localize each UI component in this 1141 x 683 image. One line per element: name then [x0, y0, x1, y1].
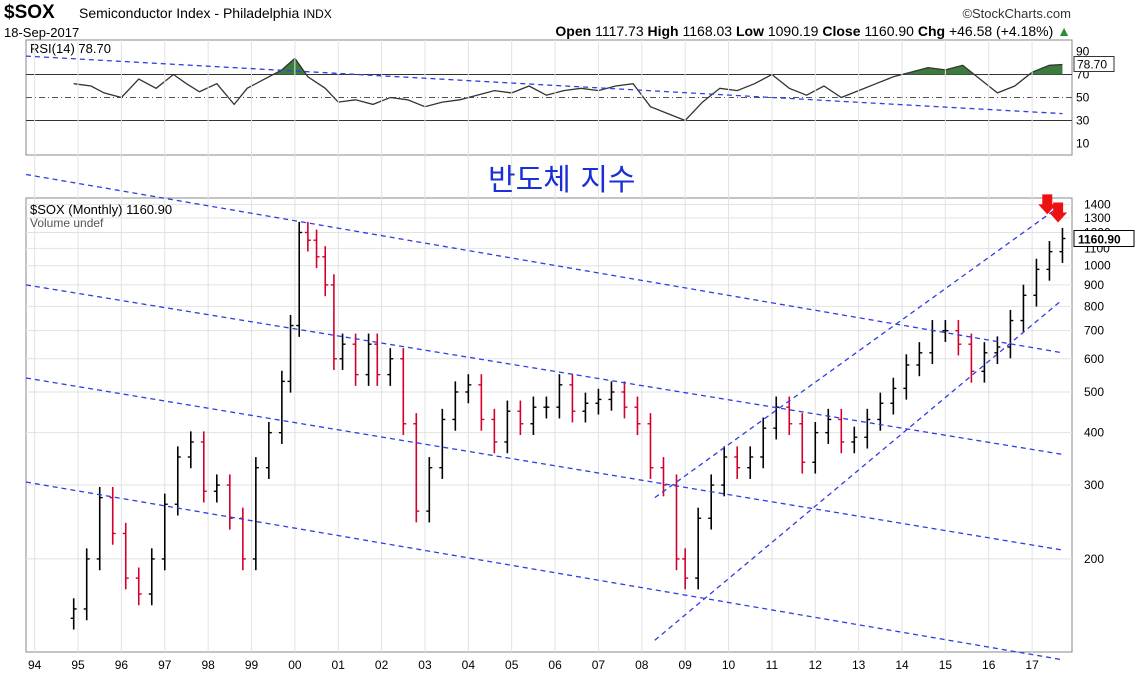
x-tick-label: 99	[245, 658, 259, 672]
y-tick-label: 700	[1084, 324, 1104, 338]
x-tick-label: 08	[635, 658, 649, 672]
rsi-last-value-label: 78.70	[1077, 57, 1107, 71]
y-tick-label: 200	[1084, 552, 1104, 566]
x-tick-label: 04	[462, 658, 476, 672]
y-tick-label: 800	[1084, 299, 1104, 313]
x-tick-label: 95	[71, 658, 85, 672]
x-tick-label: 96	[115, 658, 129, 672]
date-label: 18-Sep-2017	[4, 25, 80, 40]
x-tick-label: 97	[158, 658, 172, 672]
close-label: Close	[822, 23, 861, 39]
trend-line	[25, 284, 1063, 456]
open-value: 1117.73	[595, 23, 644, 39]
x-tick-label: 16	[982, 658, 996, 672]
ohlc-summary: Open 1117.73 High 1168.03 Low 1090.19 Cl…	[555, 24, 1071, 39]
rsi-last-value-box	[1073, 55, 1115, 72]
y-tick-label: 500	[1084, 385, 1104, 399]
index-title: Semiconductor Index - Philadelphia	[79, 5, 300, 21]
close-value: 1160.90	[864, 23, 914, 39]
y-tick-label: 600	[1084, 352, 1104, 366]
rsi-tick-label: 50	[1076, 91, 1090, 105]
x-tick-label: 12	[809, 658, 823, 672]
down-arrow-marker	[1038, 194, 1057, 215]
rsi-tick-label: 90	[1076, 45, 1090, 59]
exchange-label: INDX	[303, 7, 332, 21]
y-tick-label: 1300	[1084, 211, 1111, 225]
x-tick-label: 05	[505, 658, 519, 672]
trend-line	[25, 173, 1063, 354]
y-tick-label: 400	[1084, 426, 1104, 440]
down-arrow-marker	[1049, 202, 1068, 223]
trend-line	[25, 55, 1063, 115]
x-tick-label: 13	[852, 658, 866, 672]
volume-subtitle: Volume undef	[30, 216, 104, 230]
x-tick-label: 07	[592, 658, 606, 672]
y-tick-label: 1000	[1084, 259, 1111, 273]
price-title: $SOX (Monthly) 1160.90	[30, 202, 172, 217]
x-tick-label: 09	[678, 658, 692, 672]
x-tick-label: 03	[418, 658, 432, 672]
price-last-value-label: 1160.90	[1078, 233, 1121, 247]
x-tick-label: 06	[548, 658, 562, 672]
index-name: Semiconductor Index - Philadelphia INDX	[79, 6, 332, 22]
low-value: 1090.19	[767, 23, 819, 39]
chg-value: +46.58 (+4.18%)	[948, 23, 1054, 39]
overlay: 반도체 지수	[25, 55, 1068, 661]
trend-line	[25, 481, 1063, 661]
x-tick-label: 00	[288, 658, 302, 672]
x-tick-label: 94	[28, 658, 42, 672]
y-tick-label: 1400	[1084, 197, 1111, 211]
y-tick-label: 300	[1084, 478, 1104, 492]
x-tick-label: 10	[722, 658, 736, 672]
x-tick-label: 02	[375, 658, 389, 672]
chg-label: Chg	[917, 23, 946, 39]
price-last-value-box	[1073, 230, 1135, 248]
x-tick-label: 01	[332, 658, 346, 672]
x-tick-label: 11	[766, 658, 779, 672]
rsi-overbought-fill	[73, 58, 1063, 75]
low-label: Low	[735, 23, 764, 39]
x-tick-label: 98	[201, 658, 215, 672]
x-tick-label: 17	[1025, 658, 1039, 672]
high-label: High	[647, 23, 679, 39]
trend-line	[654, 299, 1063, 641]
high-value: 1168.03	[682, 23, 733, 39]
price-panel: 94 95 96 97 98 99 00 01 02 03 04 05 06 07 08 09 10 11 12 13…	[25, 40, 1135, 672]
x-tick-label: 15	[939, 658, 953, 672]
trend-line	[654, 203, 1063, 499]
rsi-title: RSI(14) 78.70	[30, 41, 111, 56]
rsi-tick-label: 10	[1076, 137, 1090, 151]
source-credit: ©StockCharts.com	[962, 6, 1071, 21]
korean-annotation: 반도체 지수	[488, 163, 636, 198]
price-frame	[25, 197, 1073, 653]
ticker-symbol: $SOX	[4, 2, 55, 23]
open-label: Open	[555, 23, 592, 39]
rsi-tick-label: 30	[1076, 114, 1090, 128]
trend-line	[25, 377, 1063, 551]
y-tick-label: 900	[1084, 278, 1104, 292]
chg-up-icon: ▲	[1057, 23, 1071, 39]
x-tick-label: 14	[895, 658, 909, 672]
